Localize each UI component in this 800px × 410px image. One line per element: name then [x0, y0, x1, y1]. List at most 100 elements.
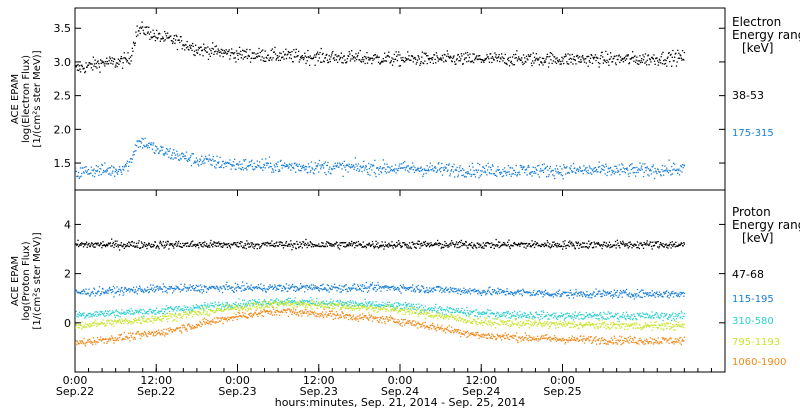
data-point: [301, 285, 303, 287]
data-point: [544, 61, 547, 63]
data-point: [363, 285, 366, 287]
data-point: [680, 243, 682, 245]
data-point: [235, 301, 237, 303]
data-point: [654, 241, 656, 243]
data-point: [162, 283, 164, 285]
data-point: [488, 166, 490, 168]
data-point: [463, 53, 465, 55]
data-point: [342, 289, 344, 291]
data-point: [508, 239, 510, 241]
data-point: [128, 245, 130, 248]
data-point: [214, 301, 216, 303]
data-point: [435, 303, 437, 306]
data-point: [614, 313, 617, 315]
data-point: [99, 294, 101, 297]
data-point: [77, 239, 79, 241]
data-point: [240, 245, 242, 247]
data-point: [148, 146, 150, 149]
data-point: [542, 64, 544, 66]
data-point: [400, 292, 402, 294]
data-point: [320, 288, 322, 290]
data-point: [531, 240, 533, 242]
data-point: [99, 71, 101, 73]
data-point: [207, 245, 210, 247]
data-point: [500, 313, 502, 316]
data-point: [480, 313, 483, 315]
data-point: [355, 287, 357, 289]
data-point: [122, 168, 124, 170]
data-point: [569, 167, 571, 169]
data-point: [621, 57, 623, 60]
data-point: [387, 304, 389, 306]
data-point: [460, 309, 462, 312]
data-point: [596, 315, 598, 317]
data-point: [481, 170, 483, 172]
data-point: [377, 284, 380, 286]
data-point: [462, 244, 464, 246]
data-point: [254, 244, 257, 246]
data-point: [226, 281, 228, 283]
data-point: [454, 61, 456, 63]
data-point: [491, 289, 494, 291]
data-point: [137, 289, 139, 292]
data-point: [554, 315, 556, 318]
data-point: [469, 53, 471, 55]
data-point: [462, 292, 464, 294]
data-point: [332, 58, 335, 60]
data-point: [338, 244, 340, 246]
data-point: [486, 169, 489, 171]
data-point: [147, 313, 149, 315]
data-point: [361, 285, 363, 288]
data-point: [399, 307, 402, 309]
data-point: [529, 315, 531, 318]
data-point: [652, 293, 654, 295]
data-point: [127, 289, 129, 291]
data-point: [327, 289, 329, 291]
data-point: [393, 244, 395, 246]
data-point: [272, 244, 274, 246]
data-point: [502, 291, 505, 294]
data-point: [610, 312, 612, 314]
data-point: [228, 305, 230, 308]
data-point: [242, 281, 244, 283]
data-point: [478, 311, 480, 313]
data-point: [347, 171, 349, 173]
data-point: [310, 284, 313, 286]
data-point: [249, 61, 252, 63]
data-point: [486, 311, 488, 313]
data-point: [515, 171, 517, 174]
data-point: [413, 288, 416, 290]
data-point: [197, 289, 199, 291]
data-point: [453, 309, 455, 311]
data-point: [672, 296, 675, 298]
data-point: [236, 52, 238, 55]
data-point: [346, 245, 349, 247]
data-point: [298, 246, 300, 248]
data-point: [546, 56, 548, 58]
data-point: [579, 311, 581, 313]
data-point: [92, 245, 94, 247]
data-point: [441, 291, 443, 294]
data-point: [252, 286, 255, 288]
data-point: [619, 289, 622, 292]
data-point: [97, 60, 99, 62]
data-point: [84, 316, 87, 318]
data-point: [136, 25, 138, 27]
data-point: [407, 303, 409, 306]
data-point: [563, 243, 565, 245]
data-point: [371, 240, 374, 243]
data-point: [521, 165, 523, 167]
data-point: [598, 161, 600, 163]
data-point: [213, 160, 215, 162]
data-point: [523, 246, 525, 248]
data-point: [311, 299, 313, 301]
data-point: [653, 60, 656, 62]
data-point: [681, 292, 684, 294]
data-point: [590, 53, 592, 56]
data-point: [212, 158, 214, 160]
data-point: [185, 44, 187, 46]
data-point: [307, 242, 309, 244]
data-point: [226, 286, 228, 288]
data-point: [595, 288, 597, 290]
data-point: [615, 295, 617, 297]
